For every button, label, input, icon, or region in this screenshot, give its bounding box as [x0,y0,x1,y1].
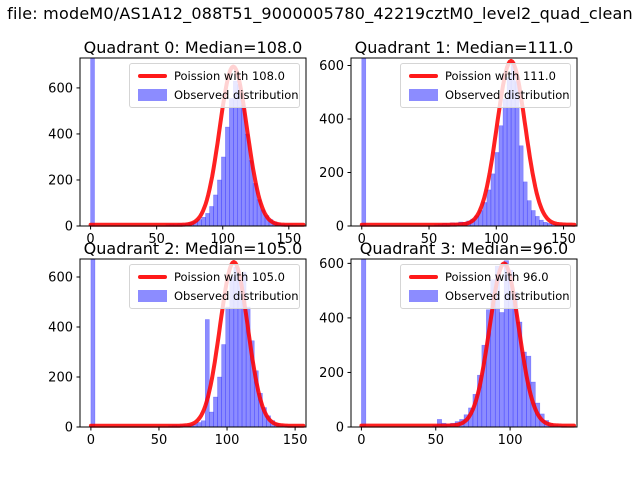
legend-line-swatch-icon [138,74,167,78]
legend-line-swatch-icon [138,275,167,279]
quadrant-1-title: Quadrant 1: Median=111.0 [354,38,574,57]
figure-suptitle: file: modeM0/AS1A12_088T51_9000005780_42… [0,4,640,26]
legend-line-swatch-icon [409,74,438,78]
svg-text:600: 600 [48,271,73,286]
svg-text:100: 100 [498,433,523,448]
svg-text:100: 100 [215,433,240,448]
svg-text:0: 0 [65,421,73,436]
legend-row-curve: Poission with 105.0 [138,270,291,284]
svg-text:150: 150 [551,232,576,247]
quadrant-2-plot: 0 50 100 150 0 200 400 600 [48,258,308,448]
svg-text:600: 600 [48,81,73,96]
svg-text:600: 600 [319,59,344,74]
svg-text:150: 150 [283,433,308,448]
legend-bars-label: Observed distribution [445,289,570,303]
legend-curve-label: Poission with 96.0 [445,270,549,284]
legend-row-bars: Observed distribution [138,88,299,102]
legend-line-swatch-icon [409,275,438,279]
legend-patch-swatch-icon [138,290,167,302]
svg-text:0: 0 [86,232,94,247]
svg-text:0: 0 [87,433,95,448]
svg-text:100: 100 [484,232,509,247]
figure-suptitle-text: file: modeM0/AS1A12_088T51_9000005780_42… [7,4,633,23]
svg-text:150: 150 [276,232,301,247]
svg-text:50: 50 [151,433,168,448]
legend-curve-label: Poission with 105.0 [174,270,285,284]
svg-text:0: 0 [336,421,344,436]
svg-text:200: 200 [319,166,344,181]
svg-text:50: 50 [427,433,444,448]
legend-row-curve: Poission with 96.0 [409,270,562,284]
quadrant-3-legend: Poission with 96.0 Observed distribution [400,264,571,309]
svg-text:100: 100 [210,232,235,247]
svg-text:400: 400 [319,112,344,127]
quadrant-2-legend: Poission with 105.0 Observed distributio… [129,264,300,309]
quadrant-2-title: Quadrant 2: Median=105.0 [83,239,303,258]
legend-patch-swatch-icon [409,89,438,101]
legend-bars-label: Observed distribution [174,289,299,303]
svg-text:50: 50 [148,232,165,247]
legend-bars-label: Observed distribution [174,88,299,102]
legend-patch-swatch-icon [138,89,167,101]
svg-text:0: 0 [358,232,366,247]
svg-text:200: 200 [48,173,73,188]
quadrant-0-title: Quadrant 0: Median=108.0 [83,38,303,57]
svg-text:200: 200 [48,371,73,386]
svg-text:0: 0 [65,220,73,235]
svg-text:50: 50 [421,232,438,247]
legend-curve-label: Poission with 111.0 [445,69,556,83]
legend-bars-label: Observed distribution [445,88,570,102]
quadrant-0-legend: Poission with 108.0 Observed distributio… [129,63,300,108]
legend-row-bars: Observed distribution [138,289,299,303]
legend-row-curve: Poission with 108.0 [138,69,291,83]
svg-text:0: 0 [357,433,365,448]
svg-text:0: 0 [336,220,344,235]
svg-text:400: 400 [319,311,344,326]
svg-text:400: 400 [48,127,73,142]
svg-text:400: 400 [48,321,73,336]
legend-curve-label: Poission with 108.0 [174,69,285,83]
svg-text:600: 600 [319,257,344,272]
legend-patch-swatch-icon [409,290,438,302]
quadrant-3-title: Quadrant 3: Median=96.0 [359,239,569,258]
legend-row-curve: Poission with 111.0 [409,69,562,83]
legend-row-bars: Observed distribution [409,88,570,102]
legend-row-bars: Observed distribution [409,289,570,303]
svg-text:200: 200 [319,366,344,381]
quadrant-1-legend: Poission with 111.0 Observed distributio… [400,63,571,108]
